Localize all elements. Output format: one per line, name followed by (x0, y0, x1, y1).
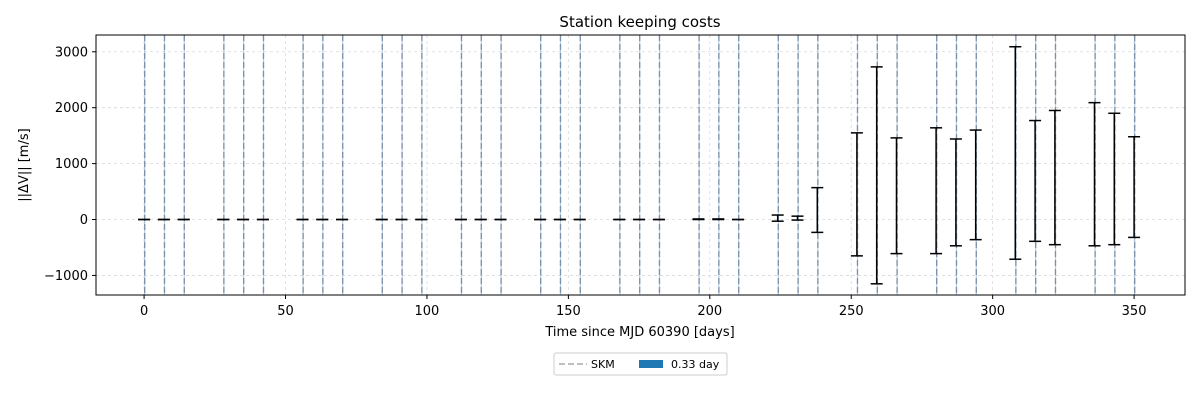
error-bar (1009, 45, 1022, 260)
error-bar (1128, 136, 1141, 239)
plot-frame (95, 34, 1186, 296)
x-axis-ticks: 0 50 100 150 200 250 300 350 (140, 295, 1147, 319)
y-tick-label: 0 (80, 213, 88, 228)
error-bar (1029, 119, 1042, 243)
x-tick-label: 50 (277, 304, 294, 319)
x-tick-label: 300 (980, 304, 1005, 319)
error-bar (1108, 112, 1121, 246)
grid (96, 35, 1185, 295)
error-bar (791, 215, 804, 221)
error-bar (771, 214, 784, 222)
x-tick-label: 200 (697, 304, 722, 319)
error-bar (969, 129, 982, 241)
legend-window-label: 0.33 day (671, 358, 720, 371)
y-tick-label: 2000 (55, 101, 88, 116)
x-tick-label: 150 (556, 304, 581, 319)
y-tick-label: 3000 (55, 45, 88, 60)
legend-skm-label: SKM (591, 358, 615, 371)
error-bar (1088, 101, 1101, 247)
y-tick-label: −1000 (44, 269, 88, 284)
x-tick-label: 0 (140, 304, 148, 319)
error-bar (1048, 109, 1061, 246)
error-bar (850, 132, 863, 257)
error-bar (692, 218, 705, 221)
error-bar (890, 137, 903, 255)
y-axis-ticks: −1000 0 1000 2000 3000 (44, 45, 96, 284)
error-bar (870, 66, 883, 285)
x-tick-label: 100 (415, 304, 440, 319)
error-bar (712, 218, 725, 221)
error-bar (811, 186, 824, 234)
skm-lines (144, 35, 1136, 295)
error-bars (138, 45, 1141, 285)
error-bar (930, 127, 943, 255)
chart-title: Station keeping costs (559, 13, 720, 31)
y-tick-label: 1000 (55, 157, 88, 172)
x-axis-label: Time since MJD 60390 [days] (544, 325, 734, 340)
legend: SKM 0.33 day (553, 352, 728, 376)
x-tick-label: 250 (839, 304, 864, 319)
y-axis-label: ||ΔV|| [m/s] (17, 128, 32, 201)
legend-window-swatch (639, 360, 663, 368)
error-bar (949, 138, 962, 247)
x-tick-label: 350 (1122, 304, 1147, 319)
